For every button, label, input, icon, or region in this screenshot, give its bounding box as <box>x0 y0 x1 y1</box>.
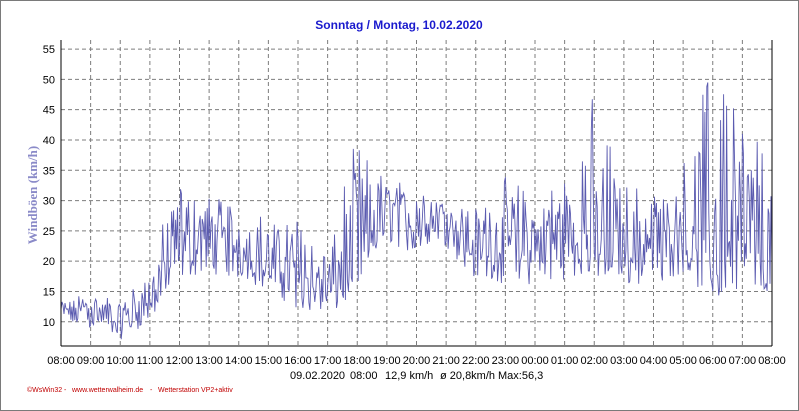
x-tick-label: 23:00 <box>492 355 520 367</box>
footer-station: Wetterstation VP2+aktiv <box>158 387 233 394</box>
x-tick-label: 22:00 <box>462 355 490 367</box>
x-tick-label: 19:00 <box>373 355 401 367</box>
y-tick-label: 50 <box>43 74 55 86</box>
y-tick-label: 15 <box>43 286 55 298</box>
series-layer <box>60 82 773 340</box>
x-tick-labels: 08:00 09:00 10:00 11:00 12:00 13:00 14:00 15:00… <box>47 355 786 367</box>
wind-gust-line <box>60 82 773 340</box>
x-tick-label: 05:00 <box>669 355 697 367</box>
y-tick-label: 10 <box>43 317 55 329</box>
x-tick-label: 13:00 <box>195 355 223 367</box>
y-tick-label: 20 <box>43 256 55 268</box>
info-current: 12,9 km/h <box>385 370 433 382</box>
y-tick-label: 35 <box>43 165 55 177</box>
x-tick-label: 12:00 <box>166 355 194 367</box>
info-max: Max:56,3 <box>498 370 543 382</box>
y-tick-label: 55 <box>43 44 55 56</box>
x-tick-label: 20:00 <box>403 355 431 367</box>
y-tick-labels: 10 15 20 25 30 35 40 45 50 55 <box>43 44 55 329</box>
x-tick-label: 03:00 <box>610 355 638 367</box>
x-tick-label: 08:00 <box>47 355 75 367</box>
footer-separator-2: - <box>150 387 153 394</box>
x-tick-label: 18:00 <box>343 355 371 367</box>
info-line: 09.02.2020 08:00 12,9 km/h ø 20,8km/h Ma… <box>290 370 543 382</box>
y-tick-label: 40 <box>43 135 55 147</box>
info-date: 09.02.2020 <box>290 370 345 382</box>
x-tick-label: 15:00 <box>255 355 283 367</box>
x-tick-label: 07:00 <box>729 355 757 367</box>
x-tick-label: 08:00 <box>758 355 786 367</box>
x-tick-label: 06:00 <box>699 355 727 367</box>
x-tick-label: 10:00 <box>106 355 134 367</box>
info-time: 08:00 <box>350 370 378 382</box>
x-tick-label: 11:00 <box>137 355 164 367</box>
axes <box>60 40 773 347</box>
x-tick-label: 01:00 <box>551 355 579 367</box>
y-tick-label: 25 <box>43 226 55 238</box>
x-tick-label: 00:00 <box>521 355 549 367</box>
footer-software: ©WsWin32 <box>27 386 62 394</box>
x-tick-label: 14:00 <box>225 355 253 367</box>
footer-separator-1: - <box>64 387 67 394</box>
chart-title: Sonntag / Montag, 10.02.2020 <box>315 18 483 32</box>
x-tick-label: 02:00 <box>580 355 608 367</box>
footer-site: www.wetterwalheim.de <box>71 387 143 394</box>
y-tick-label: 30 <box>43 196 55 208</box>
y-tick-label: 45 <box>43 105 55 117</box>
grid-lines <box>61 40 772 346</box>
x-tick-label: 21:00 <box>432 355 460 367</box>
x-tick-label: 16:00 <box>284 355 312 367</box>
footer: ©WsWin32 - www.wetterwalheim.de - Wetter… <box>27 386 233 394</box>
y-axis-label: Windböen (km/h) <box>25 146 40 244</box>
x-tick-label: 17:00 <box>314 355 342 367</box>
x-tick-label: 09:00 <box>77 355 105 367</box>
x-tick-label: 04:00 <box>640 355 668 367</box>
info-average: ø 20,8km/h <box>440 370 495 382</box>
